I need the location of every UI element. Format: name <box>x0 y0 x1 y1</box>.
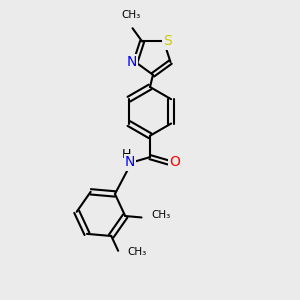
Text: CH₃: CH₃ <box>128 247 147 257</box>
Text: S: S <box>163 34 172 49</box>
Text: H: H <box>122 148 131 161</box>
Text: O: O <box>169 155 180 170</box>
Text: CH₃: CH₃ <box>122 10 141 20</box>
Text: CH₃: CH₃ <box>151 210 170 220</box>
Text: N: N <box>125 155 135 170</box>
Text: N: N <box>127 55 137 69</box>
